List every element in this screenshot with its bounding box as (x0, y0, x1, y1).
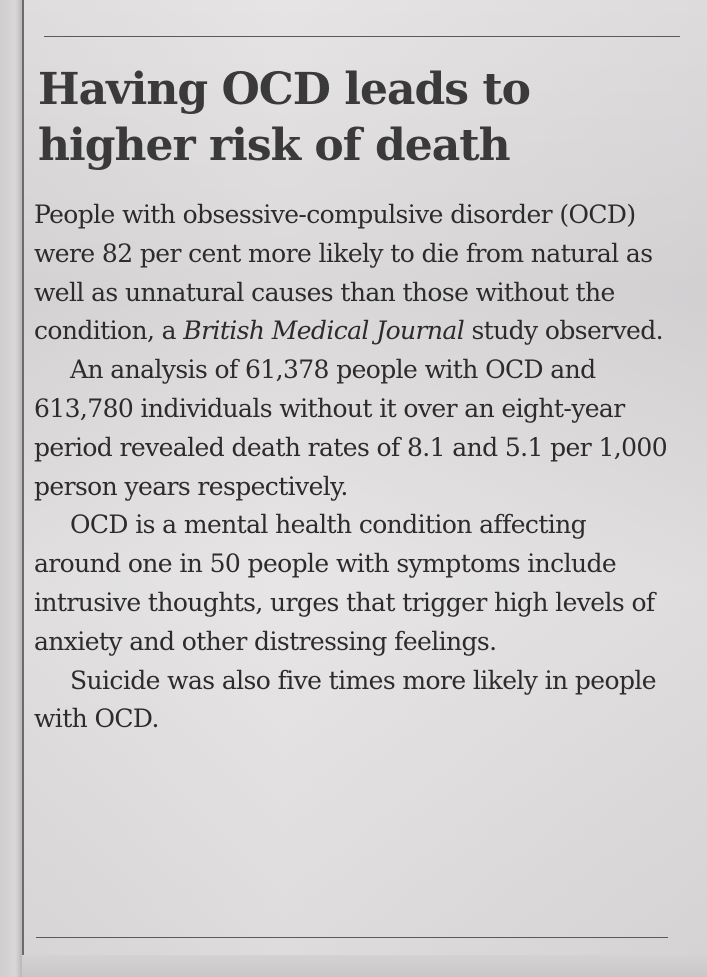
article-paragraph-1: People with obsessive-compulsive disorde… (34, 196, 679, 351)
article-body: People with obsessive-compulsive disorde… (34, 196, 679, 739)
journal-name: British Medical Journal (183, 316, 465, 346)
paper-left-edge (0, 0, 24, 977)
article-paragraph-4: Suicide was also five times more likely … (34, 665, 657, 734)
paragraph-1-ending: study observed. (464, 316, 664, 346)
bottom-rule (36, 937, 668, 938)
article-paragraph-2: An analysis of 61,378 people with OCD an… (34, 355, 668, 501)
article-paragraph-3: OCD is a mental health condition affecti… (34, 510, 655, 656)
article-headline: Having OCD leads to higher risk of death (38, 64, 531, 171)
paragraph-1-text: People with obsessive-compulsive disorde… (34, 200, 653, 346)
top-rule (44, 36, 680, 37)
next-article-edge (22, 955, 707, 977)
